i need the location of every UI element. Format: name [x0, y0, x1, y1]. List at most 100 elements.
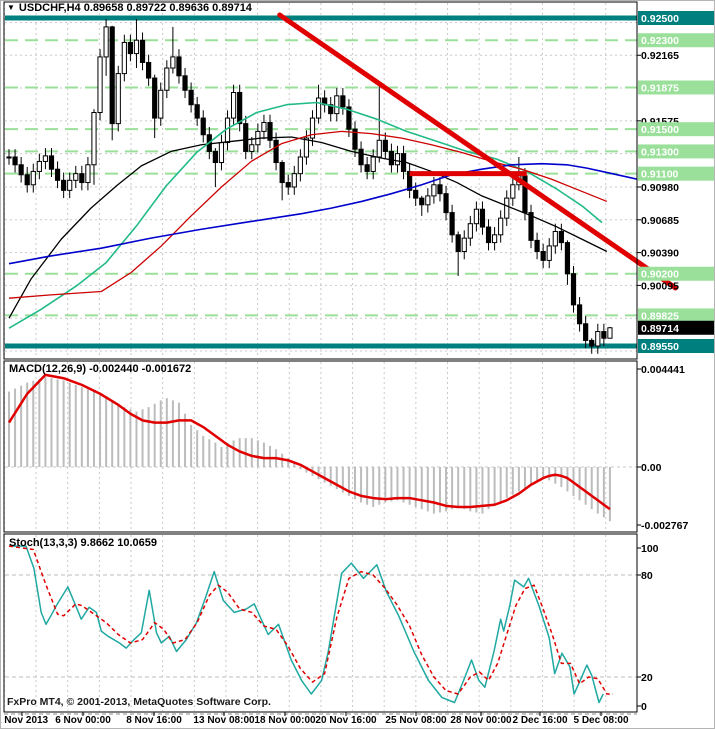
candle-body	[564, 242, 571, 275]
candle-body	[419, 197, 425, 206]
candle-body	[285, 182, 291, 188]
descending-trendline[interactable]	[277, 12, 678, 291]
candle-body	[109, 26, 115, 125]
chart-title-bar: ▼ USDCHF,H4 0.89658 0.89722 0.89636 0.897…	[7, 2, 252, 14]
candle-body	[152, 77, 158, 119]
ma-blue	[8, 162, 638, 265]
candle-body	[79, 173, 85, 184]
candle-body	[595, 331, 601, 347]
candle-body	[467, 223, 473, 239]
candle-body	[48, 155, 55, 170]
candle-body	[449, 212, 455, 236]
price-badge	[638, 320, 714, 335]
candle-body	[498, 217, 504, 236]
candle-body	[103, 26, 109, 58]
price-badge	[638, 339, 714, 353]
candle-body	[461, 237, 467, 252]
candle-body	[194, 104, 200, 119]
candle-body	[97, 56, 103, 114]
macd-indicator-label: MACD(12,26,9) -0.002440 -0.001672	[9, 363, 192, 375]
candle-body	[146, 61, 152, 79]
candle-body	[328, 104, 334, 115]
candle-body	[576, 304, 583, 325]
candle-body	[358, 148, 364, 166]
candle-body	[589, 339, 595, 347]
candle-body	[510, 184, 516, 199]
price-badge-label: 0.91875	[641, 82, 679, 94]
candle-body	[413, 189, 419, 199]
price-badge-label: 0.89825	[641, 310, 679, 322]
candle-body	[273, 139, 279, 164]
ma-black	[8, 136, 608, 319]
chart-dropdown-icon[interactable]: ▼	[7, 3, 15, 12]
price-axis-label: 0.90390	[641, 248, 679, 260]
candle-body	[583, 323, 589, 341]
candle-body	[24, 174, 30, 186]
candle-body	[200, 117, 206, 136]
price-badge	[638, 33, 714, 48]
candle-body	[249, 144, 255, 152]
candle-body	[394, 153, 401, 166]
candle-body	[570, 273, 577, 306]
price-axis-label: 0.90685	[641, 215, 679, 227]
candle-body	[85, 164, 91, 184]
candle-body	[346, 106, 352, 130]
candle-body	[479, 208, 486, 228]
stoch-axis-label: 80	[641, 570, 653, 582]
macd-axis-label: 0.004441	[641, 364, 685, 376]
candle-body	[315, 97, 322, 119]
candle-body	[267, 122, 273, 141]
candle-body	[473, 208, 479, 225]
candle-body	[36, 160, 42, 172]
candle-body	[492, 234, 498, 244]
macd-axis-label: -0.002767	[641, 520, 688, 532]
time-axis-label: 13 Nov 08:00	[193, 715, 255, 726]
candle-body	[534, 239, 540, 252]
candle-body	[352, 128, 358, 150]
price-badge-label: 0.91500	[641, 124, 679, 136]
time-axis-label: 8 Nov 16:00	[126, 715, 182, 726]
time-axis-label: 5 Dec 08:00	[573, 715, 629, 726]
candle-body	[243, 123, 249, 152]
candle-body	[12, 156, 18, 166]
price-badge	[638, 122, 714, 137]
stoch-axis-label: 100	[641, 543, 659, 555]
candle-body	[212, 150, 218, 164]
candle-body	[164, 67, 170, 91]
candle-body	[176, 56, 182, 77]
price-badge-label: 0.91100	[641, 169, 679, 181]
panel-border	[3, 1, 638, 360]
candle-body	[382, 139, 388, 152]
candle-body	[61, 179, 67, 191]
price-axis-label: 0.92165	[641, 50, 679, 62]
stoch-axis-label: 20	[641, 672, 653, 684]
price-badge-label: 0.89714	[641, 323, 679, 335]
candle-body	[42, 155, 49, 162]
price-badge	[638, 11, 714, 25]
candle-body	[376, 139, 382, 158]
candle-body	[364, 164, 370, 172]
candle-body	[30, 170, 36, 186]
ma-red	[8, 130, 608, 299]
candle-body	[115, 73, 121, 125]
price-badge	[638, 266, 714, 281]
candle-body	[158, 89, 164, 119]
price-badge-label: 0.89550	[641, 341, 679, 353]
candle-body	[67, 179, 73, 191]
candle-body	[261, 122, 267, 132]
stoch-indicator-label: Stoch(13,3,3) 9.8662 10.0659	[9, 537, 157, 549]
stoch-d-line	[8, 545, 613, 695]
stoch-k-line	[9, 545, 604, 704]
candle-body	[546, 245, 552, 261]
candle-body	[230, 91, 237, 119]
candle-body	[437, 184, 443, 195]
candle-body	[121, 41, 127, 75]
candle-body	[303, 137, 310, 158]
candle-body	[558, 230, 564, 244]
candle-body	[188, 89, 194, 106]
time-axis-label: 2 Dec 16:00	[512, 715, 568, 726]
time-axis-label: 20 Nov 16:00	[315, 715, 377, 726]
price-badge	[638, 308, 714, 323]
